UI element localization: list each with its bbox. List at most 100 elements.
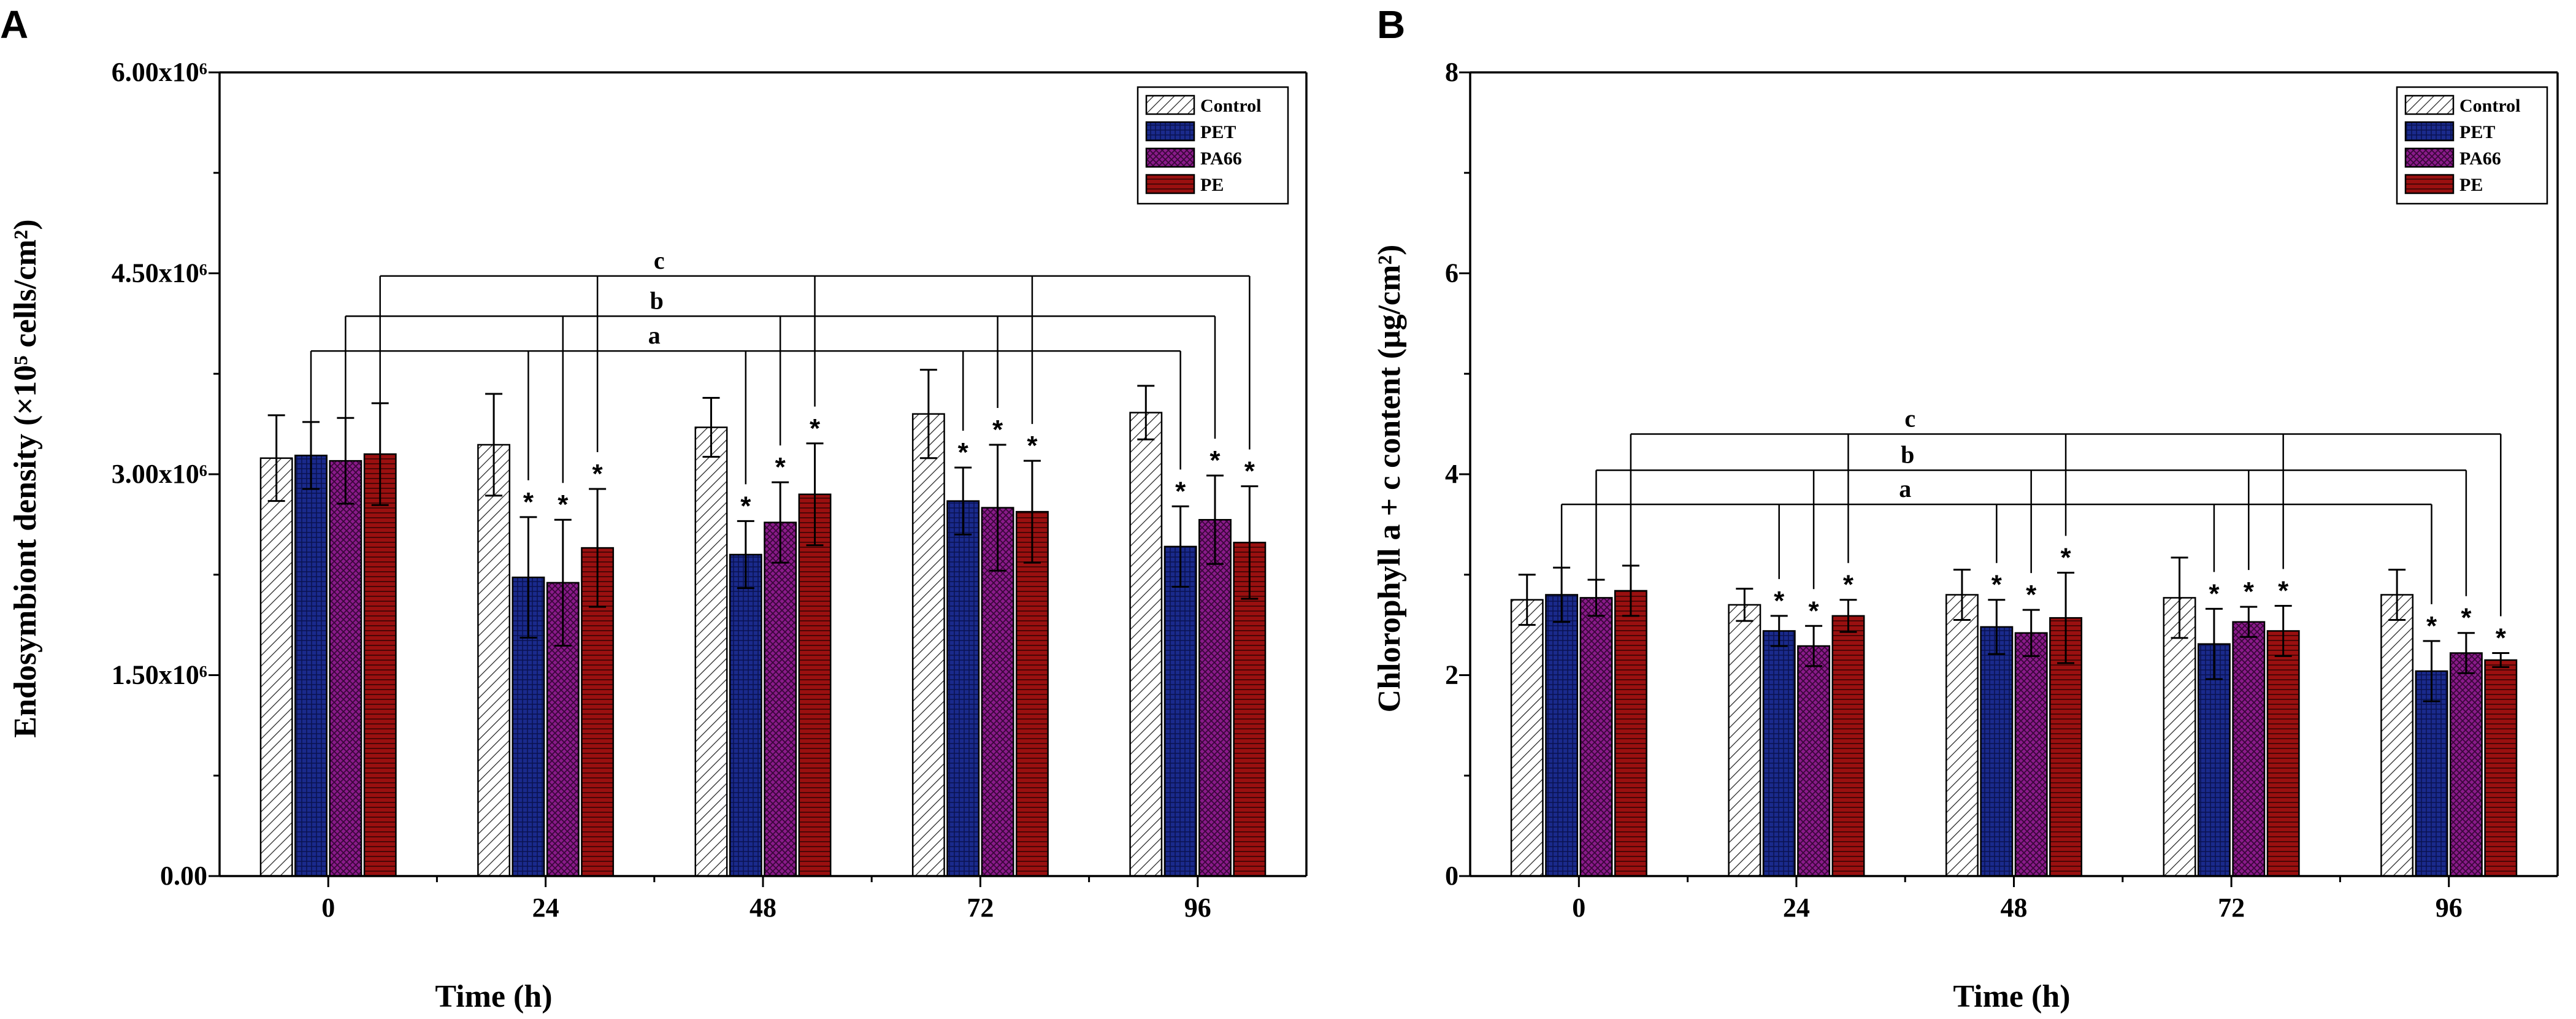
panel-b-xtick-label-48: 48 [2001, 893, 2028, 923]
panel-a-bar-pet-0 [294, 455, 328, 877]
panel-a-significance-stars: * * * * * * * * * * * * [523, 413, 1255, 521]
panel-a-bracket-label-b: b [650, 286, 664, 314]
panel-a-bar-pe-48 [798, 493, 832, 877]
panel-b-legend-swatch-pa66 [2404, 147, 2455, 168]
panel-a-bar-pa66-48 [764, 521, 797, 877]
panel-a-x-axis-title: Time (h) [435, 979, 552, 1014]
panel-b-bar-pet-72 [2197, 643, 2231, 877]
panel-b-star-pet-24: * [1774, 586, 1785, 616]
panel-b-significance-stars: * * * * * * * * * * * * [1774, 542, 2507, 653]
panel-b-star-pet-96: * [2426, 611, 2437, 641]
panel-b-bar-pet-24 [1762, 630, 1796, 877]
panel-a-bar-pa66-96 [1198, 518, 1232, 877]
panel-a-star-pe-48: * [810, 413, 821, 444]
panel-b-bar-control-24 [1728, 604, 1761, 877]
panel-b-bar-pa66-96 [2449, 652, 2483, 877]
panel-a-star-pa66-24: * [558, 490, 569, 520]
panel-b-bars [1510, 590, 2518, 877]
panel-a-xtick-label-48: 48 [749, 893, 776, 923]
panel-a-legend-label-pa66: PA66 [1200, 148, 1242, 169]
panel-a-bar-pet-72 [946, 500, 980, 877]
panel-a-legend-label-control: Control [1200, 96, 1261, 116]
panel-b-star-pe-48: * [2061, 542, 2072, 572]
panel-a-bracket-label-a: a [648, 321, 661, 349]
panel-a-star-pe-72: * [1027, 431, 1038, 461]
panel-a-legend-swatch-pe [1145, 174, 1195, 194]
panel-b-legend-label-pe: PE [2459, 175, 2483, 195]
panel-a-xtick-label-72: 72 [967, 893, 994, 923]
panel-a-star-pe-24: * [592, 459, 604, 489]
panel-b-bar-pa66-48 [2014, 632, 2048, 877]
panel-a-significance-brackets: cba [310, 247, 1251, 485]
panel-a-bar-pet-48 [729, 553, 762, 877]
panel-a-bar-control-96 [1129, 412, 1163, 877]
panel-a-legend-swatch-pet [1145, 121, 1195, 142]
panel-b-x-axis-title: Time (h) [1953, 979, 2070, 1014]
panel-b-bar-control-0 [1510, 599, 1544, 877]
panel-b-significance-brackets: cba [1560, 405, 2502, 617]
panel-a-ytick-label: 0.00 [160, 861, 207, 891]
panel-a-bar-pa66-0 [329, 460, 362, 877]
panel-a-star-pet-72: * [958, 437, 969, 467]
panel-a-bars [259, 412, 1267, 877]
panel-b-star-pet-48: * [1991, 570, 2003, 600]
panel-b-bar-pa66-0 [1579, 597, 1613, 877]
panel-a-y-axis-title: Endosymbiont density (×10⁵ cells/cm²) [8, 219, 43, 737]
panel-b-star-pe-24: * [1843, 570, 1854, 600]
panel-a-letter: A [0, 2, 28, 47]
panel-b-bar-control-48 [1945, 594, 1979, 877]
panel-b-legend: Control PET PA66 PE [2396, 86, 2548, 205]
panel-b-xtick-label-0: 0 [1572, 893, 1585, 923]
panel-a-bar-control-72 [911, 413, 945, 877]
panel-b-star-pe-72: * [2278, 576, 2289, 606]
panel-a-xtick-label-96: 96 [1184, 893, 1211, 923]
panel-b-legend-label-control: Control [2459, 96, 2520, 116]
panel-a-bar-control-48 [694, 426, 728, 877]
panel-b-bar-control-96 [2380, 594, 2414, 877]
panel-b-ytick-label: 2 [1445, 660, 1459, 690]
panel-b-bracket-label-c: c [1904, 405, 1915, 433]
panel-b-bar-pet-48 [1980, 626, 2014, 877]
panel-a-star-pa66-48: * [775, 452, 786, 482]
panel-a-ytick-label: 4.50x10⁶ [112, 258, 207, 288]
panel-b-bar-pe-96 [2484, 659, 2518, 877]
panel-b-y-axis-title: Chlorophyll a + c content (μg/cm²) [1372, 245, 1407, 713]
panel-b-bar-pet-0 [1545, 594, 1579, 877]
panel-b-ytick-label: 0 [1445, 861, 1459, 891]
panel-b-bar-pa66-72 [2232, 621, 2266, 877]
panel-b-star-pe-96: * [2496, 623, 2507, 653]
panel-b-star-pa66-24: * [1809, 596, 1820, 626]
panel-b-ytick-label: 6 [1445, 258, 1459, 288]
panel-a-xtick-label-24: 24 [532, 893, 559, 923]
panel-b-error-bars [1518, 556, 2510, 702]
panel-b-legend-swatch-pet [2404, 121, 2455, 142]
panel-b-bar-control-72 [2163, 597, 2196, 877]
panel-a-legend-label-pet: PET [1200, 122, 1236, 142]
panel-b-bar-pa66-24 [1797, 645, 1831, 877]
panel-a-legend-swatch-control [1145, 94, 1195, 115]
panel-a-star-pe-96: * [1244, 456, 1255, 486]
panel-a-star-pa66-96: * [1209, 445, 1221, 475]
panel-a-bracket-label-c: c [654, 247, 665, 274]
panel-b-star-pa66-72: * [2244, 577, 2255, 607]
panel-a-bar-pe-24 [581, 547, 615, 877]
panel-b-ytick-label: 4 [1445, 459, 1459, 489]
panel-a-ytick-label: 3.00x10⁶ [112, 459, 207, 489]
panel-b-ytick-label: 8 [1445, 57, 1459, 87]
panel-b-legend-label-pa66: PA66 [2459, 148, 2501, 169]
panel-b-star-pa66-48: * [2026, 580, 2037, 610]
panel-b-legend-swatch-pe [2404, 174, 2455, 194]
panel-a-xtick-label-0: 0 [321, 893, 335, 923]
panel-b-legend-swatch-control [2404, 94, 2455, 115]
panel-b-xtick-label-72: 72 [2218, 893, 2245, 923]
panel-a-bar-pe-72 [1015, 510, 1049, 877]
panel-b-letter: B [1377, 2, 1405, 47]
panel-b-bracket-label-b: b [1901, 440, 1914, 468]
panel-b-bar-pe-24 [1831, 615, 1865, 877]
panel-a-star-pet-96: * [1175, 476, 1186, 506]
panel-b-star-pet-72: * [2209, 579, 2220, 609]
panel-b-bar-pe-72 [2266, 630, 2300, 877]
panel-a-error-bars [267, 369, 1259, 647]
